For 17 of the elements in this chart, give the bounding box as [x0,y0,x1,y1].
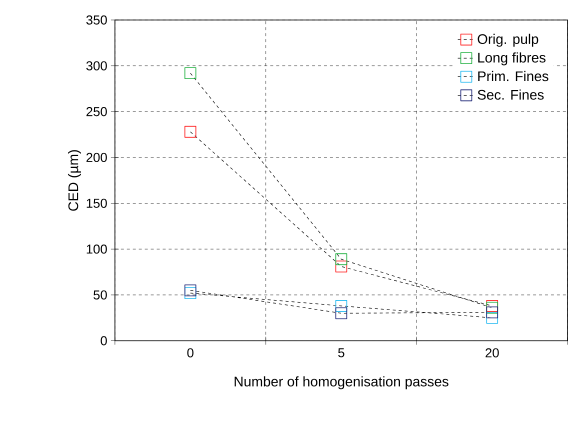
x-tick-label: 0 [187,348,194,358]
y-tick-label: 150 [86,198,107,208]
legend-label: Sec. Fines [478,90,544,100]
y-tick-label: 250 [86,107,107,116]
y-tick-label: 350 [86,16,107,25]
legend-label: Orig. pulp [478,34,538,47]
y-tick-label: 0 [100,336,107,346]
x-tick-label: 20 [486,348,499,358]
y-axis-title: CED (µm) [68,150,81,211]
legend-label: Prim. Fines [478,71,548,82]
y-tick-label: 50 [94,290,107,300]
x-tick-label: 5 [338,348,344,358]
y-tick-label: 100 [86,244,107,254]
y-tick-label: 300 [86,61,107,71]
legend-label: Long fibres [478,52,546,66]
y-tick-label: 200 [86,153,107,162]
x-axis-title: Number of homogenisation passes [234,376,448,390]
